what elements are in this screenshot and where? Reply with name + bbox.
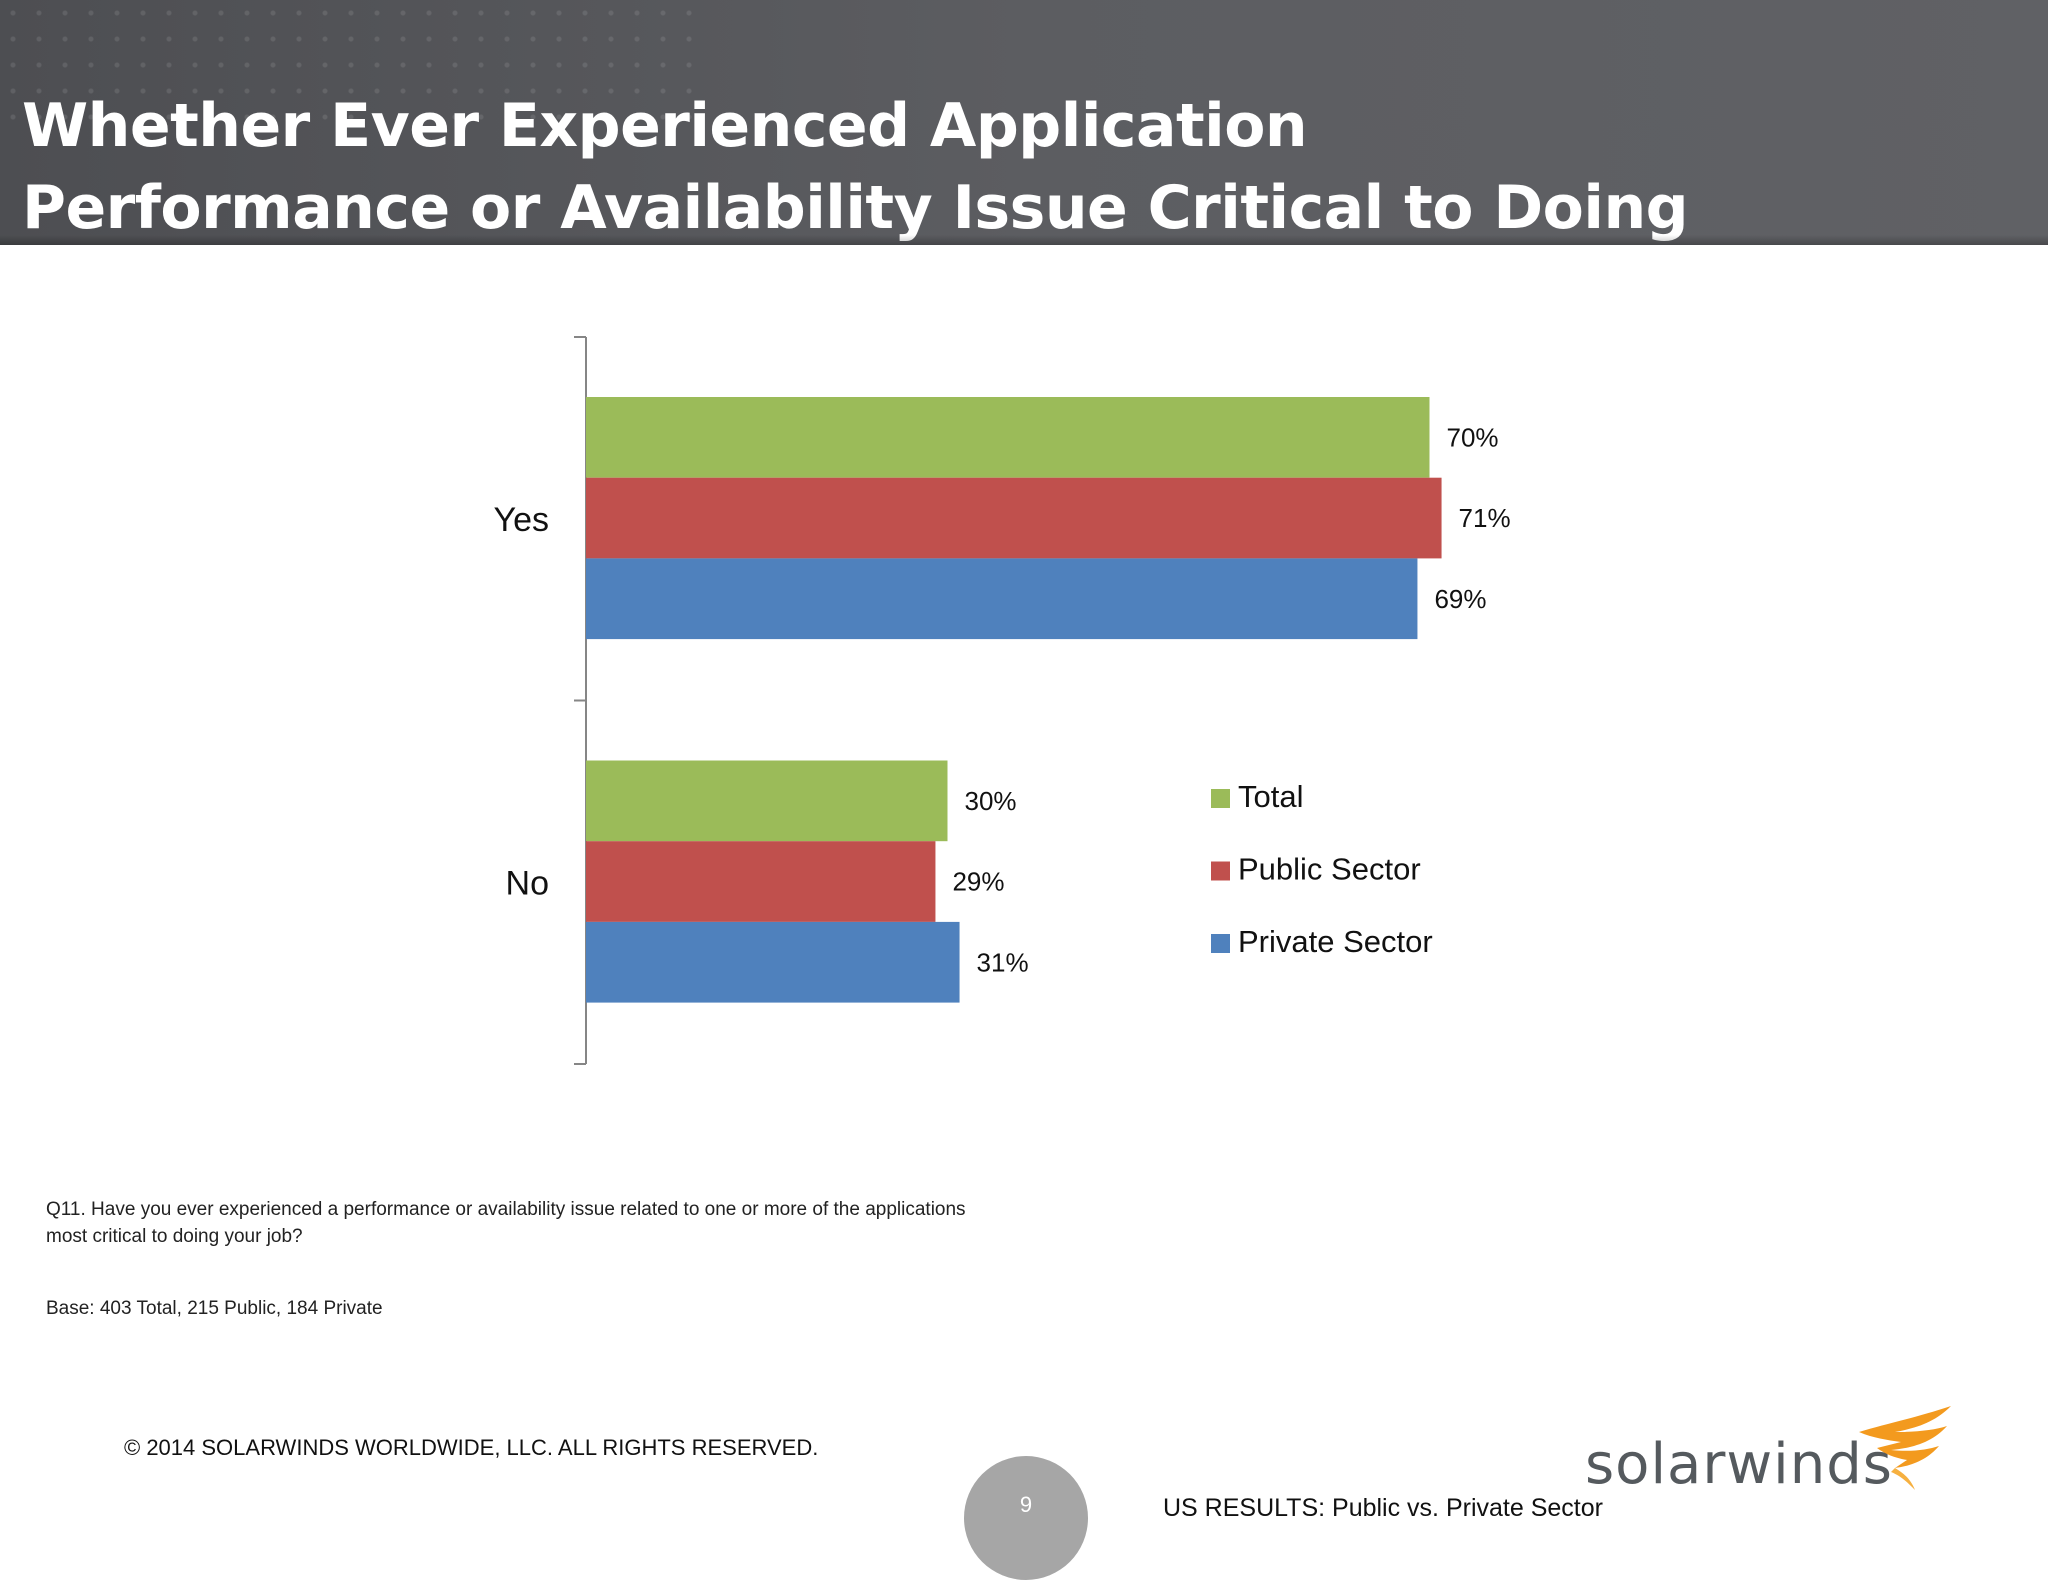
page-number: 9 xyxy=(1019,1492,1033,1517)
legend-swatch xyxy=(1211,934,1230,953)
bar-yes-public-sector xyxy=(586,477,1442,559)
legend-label: Total xyxy=(1238,779,1303,814)
title-banner: Whether Ever Experienced Application Per… xyxy=(0,0,2048,245)
data-label: 29% xyxy=(952,867,1004,897)
section-footer: US RESULTS: Public vs. Private Sector xyxy=(1163,1494,1603,1522)
legend-label: Public Sector xyxy=(1238,852,1421,887)
bar-yes-total xyxy=(586,397,1430,478)
bar-no-private-sector xyxy=(586,921,960,1003)
brand-logo-text: solarwinds xyxy=(1585,1432,1893,1497)
category-label: No xyxy=(506,864,549,902)
legend-label: Private Sector xyxy=(1238,924,1433,959)
page-number-badge: 9 xyxy=(964,1456,1088,1580)
base-text: Base: 403 Total, 215 Public, 184 Private xyxy=(46,1298,383,1319)
data-label: 70% xyxy=(1447,422,1499,452)
bar-yes-private-sector xyxy=(586,558,1418,640)
data-label: 31% xyxy=(977,947,1029,977)
data-label: 71% xyxy=(1459,503,1511,533)
bar-chart: Yes No 70% 71% 69% 30% 29% 31% Total Public Sec… xyxy=(494,336,1511,1065)
flame-logo-icon xyxy=(1859,1406,1951,1490)
legend-swatch xyxy=(1211,861,1230,881)
copyright-text: © 2014 SOLARWINDS WORLDWIDE, LLC. ALL RI… xyxy=(124,1435,819,1460)
bar-no-public-sector xyxy=(586,841,936,922)
legend-swatch xyxy=(1211,789,1230,808)
question-text: Q11. Have you ever experienced a perform… xyxy=(46,1199,966,1247)
category-label: Yes xyxy=(494,501,549,539)
data-label: 69% xyxy=(1434,584,1486,614)
bar-no-total xyxy=(586,760,948,842)
data-label: 30% xyxy=(965,786,1017,816)
page-title: Whether Ever Experienced Application Per… xyxy=(22,91,1689,243)
